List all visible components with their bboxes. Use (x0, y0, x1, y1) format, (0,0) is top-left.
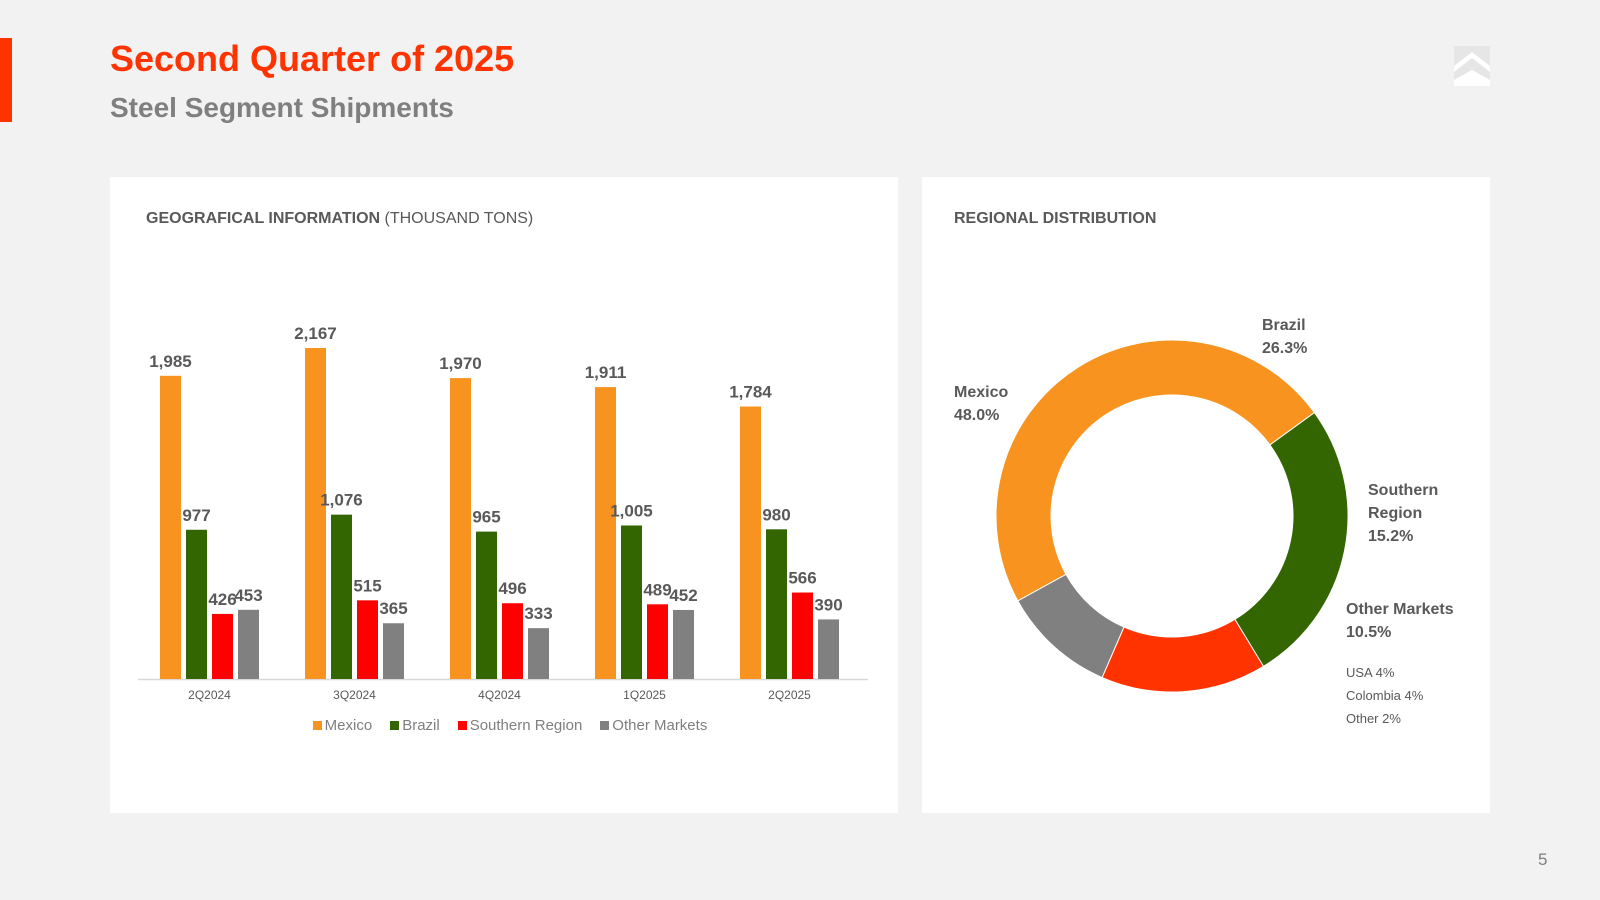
donut-label-brazil-0: Brazil (1262, 317, 1306, 334)
data-label-other-markets-2q2024: 453 (234, 586, 262, 605)
shipments-bar-panel: GEOGRAFICAL INFORMATION (THOUSAND TONS) … (110, 177, 898, 813)
data-label-mexico-2q2025: 1,784 (729, 383, 772, 402)
page-subtitle: Steel Segment Shipments (110, 92, 454, 123)
data-label-brazil-4q2024: 965 (472, 508, 500, 527)
bar-chart-title-strong: GEOGRAFICAL INFORMATION (146, 210, 381, 227)
page-title: Second Quarter of 2025 (110, 38, 515, 79)
data-label-other-markets-1q2025: 452 (669, 586, 697, 605)
donut-label-southern-region-1: Region (1368, 505, 1422, 522)
page-number: 5 (1538, 850, 1548, 869)
data-label-other-markets-2q2025: 390 (814, 595, 842, 614)
x-tick-label-1q2025: 1Q2025 (623, 688, 666, 702)
bar-other-markets-4q2024 (528, 628, 549, 679)
donut-label-mexico-1: 48.0% (954, 407, 999, 424)
bar-mexico-1q2025 (595, 387, 616, 679)
regional-distribution-panel: REGIONAL DISTRIBUTION Brazil 26.3% Souther… (922, 177, 1490, 813)
company-logo-icon (1454, 46, 1490, 86)
legend-item-southern-region: Southern Region (457, 717, 583, 734)
bar-southern-region-2q2025 (792, 592, 813, 679)
donut-chart-title: REGIONAL DISTRIBUTION (954, 210, 1157, 227)
x-tick-label-2q2024: 2Q2024 (188, 688, 231, 702)
data-label-brazil-2q2025: 980 (762, 505, 790, 524)
x-tick-label-4q2024: 4Q2024 (478, 688, 521, 702)
data-label-southern-region-3q2024: 515 (353, 576, 381, 595)
bar-other-markets-2q2025 (818, 619, 839, 679)
data-label-other-markets-4q2024: 333 (524, 604, 552, 623)
breakdown-item-other: Other 2% (1346, 711, 1401, 726)
legend-item-mexico: Mexico (312, 717, 373, 734)
bar-southern-region-4q2024 (502, 603, 523, 679)
legend-label-mexico: Mexico (324, 717, 373, 734)
legend-swatch-brazil (390, 721, 400, 730)
bar-brazil-2q2025 (766, 529, 787, 679)
data-label-brazil-1q2025: 1,005 (610, 501, 653, 520)
bar-chart-legend: Mexico Brazil Southern Region Other Markets (310, 717, 710, 734)
donut-slice-mexico (995, 339, 1316, 602)
legend-item-other-markets: Other Markets (600, 717, 707, 734)
bar-mexico-3q2024 (305, 348, 326, 679)
data-label-mexico-1q2025: 1,911 (585, 363, 627, 382)
data-label-southern-region-2q2024: 426 (208, 590, 236, 609)
legend-swatch-other-markets (600, 721, 610, 730)
data-label-brazil-2q2024: 977 (182, 506, 210, 525)
donut-label-brazil-1: 26.3% (1262, 340, 1307, 357)
donut-label-southern-region-0: Southern (1368, 482, 1438, 499)
other-markets-breakdown: USA 4% Colombia 4% Other 2% (1346, 661, 1423, 730)
bar-mexico-4q2024 (450, 378, 471, 679)
data-label-brazil-3q2024: 1,076 (320, 491, 363, 510)
data-label-mexico-3q2024: 2,167 (294, 324, 337, 343)
legend-label-other-markets: Other Markets (612, 717, 708, 734)
regional-donut-chart: Brazil 26.3% Southern Region 15.2% Other Mark… (954, 317, 1454, 693)
bar-other-markets-2q2024 (238, 609, 259, 679)
data-label-southern-region-1q2025: 489 (643, 580, 671, 599)
data-label-southern-region-2q2025: 566 (788, 569, 816, 588)
legend-label-brazil: Brazil (402, 717, 440, 734)
data-label-mexico-4q2024: 1,970 (439, 354, 482, 373)
legend-swatch-mexico (312, 721, 322, 730)
breakdown-item-usa: USA 4% (1346, 665, 1395, 680)
bar-mexico-2q2025 (740, 406, 761, 679)
donut-label-other-markets-1: 10.5% (1346, 624, 1391, 641)
donut-slice-brazil (1234, 411, 1349, 668)
legend-swatch-southern-region (457, 721, 467, 730)
data-label-southern-region-4q2024: 496 (498, 579, 526, 598)
x-tick-label-2q2025: 2Q2025 (768, 688, 811, 702)
bar-brazil-4q2024 (476, 531, 497, 679)
breakdown-item-colombia: Colombia 4% (1346, 688, 1424, 703)
legend-label-southern-region: Southern Region (469, 717, 583, 734)
bar-southern-region-1q2025 (647, 604, 668, 679)
donut-slice-southern-region (1101, 618, 1265, 693)
bar-brazil-2q2024 (186, 529, 207, 679)
bar-southern-region-3q2024 (357, 600, 378, 679)
bar-brazil-3q2024 (331, 514, 352, 679)
data-label-mexico-2q2024: 1,985 (149, 352, 192, 371)
accent-bar (0, 38, 12, 122)
x-tick-label-3q2024: 3Q2024 (333, 688, 376, 702)
bar-chart-title-units: (THOUSAND TONS) (380, 210, 534, 227)
bar-other-markets-3q2024 (383, 623, 404, 679)
donut-label-mexico-0: Mexico (954, 384, 1008, 401)
donut-label-other-markets-0: Other Markets (1346, 601, 1454, 618)
bar-mexico-2q2024 (160, 375, 181, 679)
data-label-other-markets-3q2024: 365 (379, 599, 407, 618)
bar-other-markets-1q2025 (673, 609, 694, 679)
legend-item-brazil: Brazil (390, 717, 440, 734)
bar-chart-title: GEOGRAFICAL INFORMATION (THOUSAND TONS) (146, 210, 533, 228)
donut-label-southern-region-2: 15.2% (1368, 528, 1413, 545)
bar-brazil-1q2025 (621, 525, 642, 679)
bar-southern-region-2q2024 (212, 613, 233, 679)
